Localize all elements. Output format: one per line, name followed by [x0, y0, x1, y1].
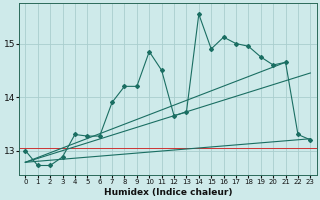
X-axis label: Humidex (Indice chaleur): Humidex (Indice chaleur) [104, 188, 232, 197]
